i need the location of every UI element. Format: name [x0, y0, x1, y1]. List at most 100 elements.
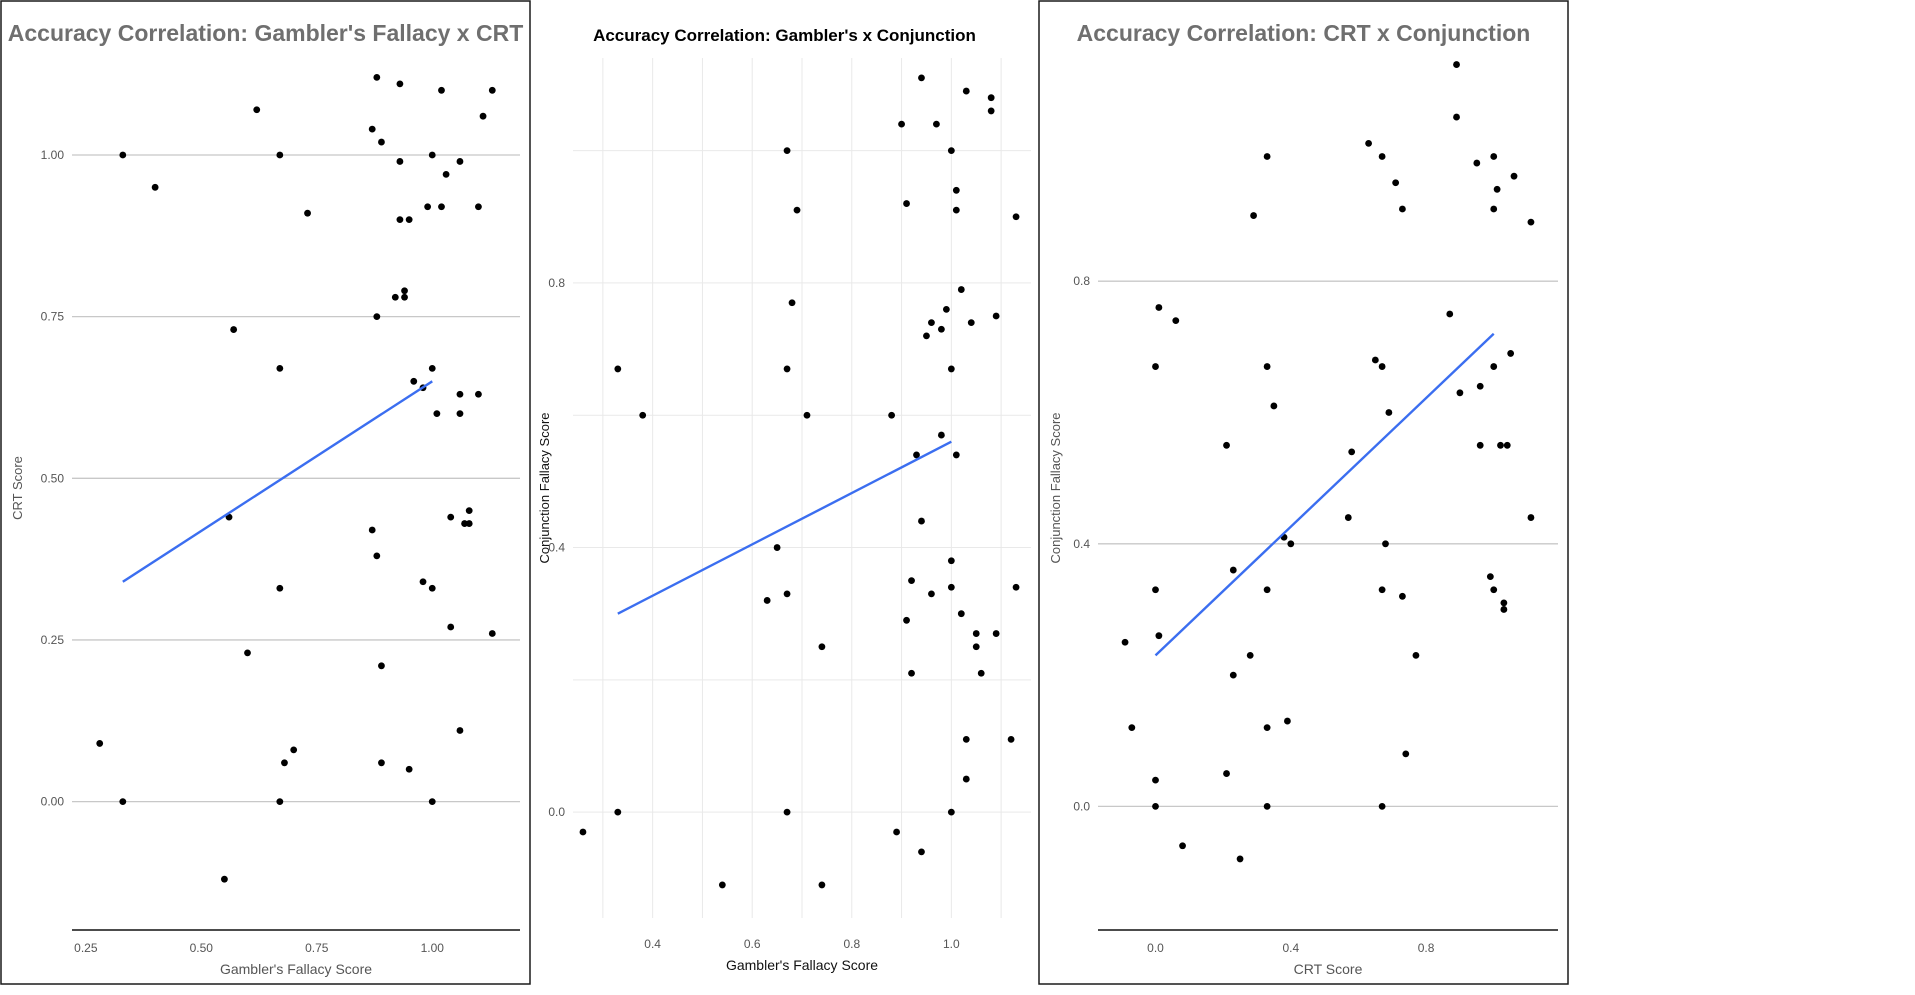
x-tick-label: 0.6: [744, 937, 761, 951]
scatter-point: [967, 319, 975, 327]
scatter-point: [373, 73, 381, 81]
scatter-point: [405, 765, 413, 773]
scatter-point: [1453, 61, 1460, 68]
scatter-point: [442, 170, 450, 178]
scatter-point: [428, 798, 436, 806]
scatter-point: [933, 120, 940, 128]
scatter-point: [888, 411, 896, 419]
regression-line: [617, 440, 952, 615]
scatter-point: [1263, 153, 1271, 160]
scatter-point: [1284, 717, 1291, 725]
y-tick-label: 0.0: [548, 805, 565, 819]
x-axis-label: Gambler's Fallacy Score: [726, 957, 878, 973]
x-tick-label: 1.00: [421, 941, 445, 955]
scatter-point: [276, 584, 284, 592]
scatter-point: [1365, 139, 1372, 147]
scatter-point: [972, 630, 980, 637]
scatter-point: [1287, 540, 1295, 548]
scatter-point: [898, 120, 905, 128]
scatter-point: [718, 881, 726, 889]
scatter-point: [1012, 583, 1020, 591]
scatter-point: [368, 125, 376, 133]
scatter-point: [276, 798, 284, 806]
scatter-point: [1402, 750, 1410, 758]
scatter-point: [419, 578, 427, 586]
scatter-point: [1446, 310, 1454, 318]
scatter-point: [1456, 389, 1464, 397]
scatter-point: [1392, 179, 1400, 187]
scatter-point: [947, 557, 955, 565]
scatter-point: [614, 808, 622, 816]
scatter-point: [1497, 441, 1504, 449]
scatter-point: [952, 451, 960, 459]
scatter-point: [1378, 363, 1386, 370]
scatter-point: [952, 186, 960, 194]
y-tick-label: 0.8: [548, 276, 565, 290]
x-tick-label: 1.0: [943, 937, 960, 951]
scatter-point: [773, 544, 781, 551]
scatter-point: [230, 326, 238, 333]
scatter-point: [1229, 566, 1237, 574]
scatter-point: [396, 158, 404, 165]
scatter-point: [1399, 592, 1406, 600]
scatter-point: [276, 151, 284, 159]
scatter-point: [1490, 363, 1498, 370]
scatter-point: [1490, 586, 1498, 594]
scatter-point: [304, 209, 311, 217]
x-tick-label: 0.4: [1282, 941, 1299, 955]
scatter-point: [783, 365, 791, 373]
scatter-point: [1527, 218, 1535, 226]
scatter-point: [378, 759, 385, 767]
scatter-point: [151, 183, 159, 191]
scatter-point: [1503, 441, 1511, 449]
scatter-point: [368, 526, 376, 534]
x-tick-label: 0.75: [305, 941, 329, 955]
x-tick-label: 0.4: [644, 937, 661, 951]
regression-line: [1154, 332, 1495, 657]
scatter-point: [244, 649, 251, 657]
scatter-point: [373, 552, 381, 560]
scatter-point: [1152, 802, 1159, 810]
scatter-point: [614, 365, 622, 373]
scatter-point: [281, 759, 288, 767]
scatter-point: [1155, 304, 1163, 311]
scatter-point: [1486, 573, 1494, 581]
scatter-point: [793, 206, 801, 214]
scatter-point: [942, 305, 950, 313]
scatter-point: [1223, 770, 1230, 777]
scatter-point: [1007, 735, 1015, 743]
scatter-point: [1152, 363, 1159, 370]
scatter-point: [952, 206, 960, 214]
scatter-point: [456, 727, 464, 734]
scatter-point: [818, 881, 826, 889]
scatter-plot-gamblers-conjunction: 0.0 0.4 0.8 0.4 0.6 0.8 1.0 Gambler's Fallacy S…: [537, 58, 1031, 973]
scatter-point: [962, 735, 970, 743]
scatter-point: [908, 577, 915, 585]
scatter-point: [1250, 212, 1257, 219]
regression-line: [122, 380, 433, 583]
scatter-point: [396, 80, 404, 88]
scatter-point: [1500, 599, 1508, 607]
scatter-point: [373, 313, 381, 321]
scatter-point: [438, 86, 445, 94]
chart-title: Accuracy Correlation: CRT x Conjunction: [1076, 20, 1531, 46]
scatter-point: [957, 286, 965, 293]
scatter-point: [918, 74, 925, 82]
scatter-point: [1121, 638, 1129, 646]
scatter-point: [1412, 652, 1420, 659]
chart-panel-2: Accuracy Correlation: Gambler's x Conjun…: [531, 0, 1038, 985]
x-tick-label: 0.8: [843, 937, 860, 951]
scatter-point: [410, 377, 418, 385]
scatter-point: [119, 798, 127, 806]
scatter-point: [903, 200, 910, 207]
scatter-point: [947, 147, 955, 155]
scatter-point: [456, 410, 464, 418]
scatter-point: [396, 216, 404, 224]
scatter-point: [783, 590, 791, 598]
scatter-point: [788, 299, 796, 307]
scatter-point: [893, 828, 900, 836]
scatter-point: [1128, 724, 1136, 732]
panel-border: [1038, 0, 1569, 985]
scatter-point: [783, 808, 791, 816]
scatter-point: [1223, 441, 1230, 449]
